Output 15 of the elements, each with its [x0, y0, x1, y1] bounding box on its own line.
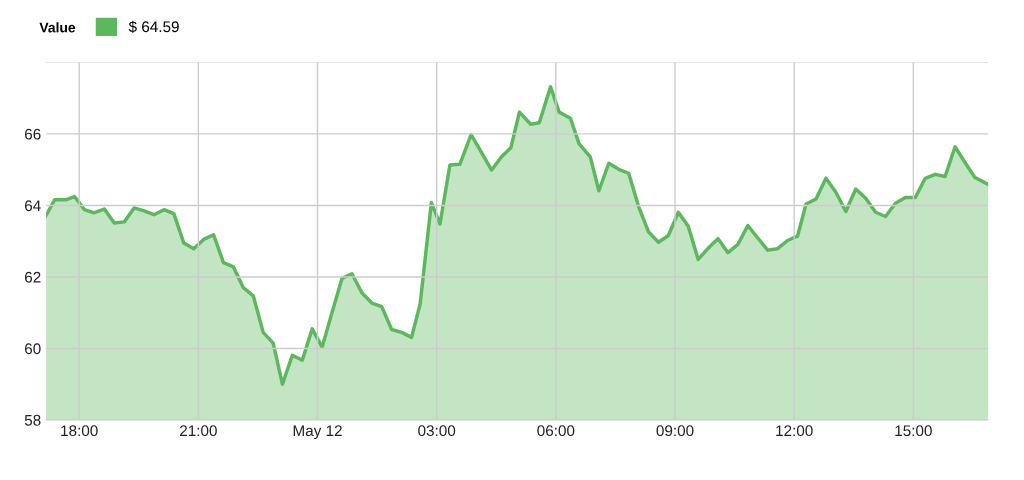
- x-tick-label: 09:00: [656, 425, 694, 437]
- legend-title: Value: [39, 22, 76, 33]
- y-tick-label: 64: [25, 200, 41, 212]
- x-tick-label: 12:00: [776, 425, 813, 437]
- x-tick-label: May 12: [293, 425, 342, 440]
- x-tick-label: 18:00: [61, 425, 98, 437]
- x-tick-label: 15:00: [895, 425, 932, 437]
- x-tick-label: 03:00: [418, 425, 456, 437]
- y-tick-label: 62: [25, 271, 41, 283]
- legend-label: $ 64.59: [128, 20, 179, 34]
- y-tick-label: 66: [25, 128, 41, 140]
- x-tick-label: 21:00: [180, 425, 217, 437]
- y-tick-label: 58: [24, 414, 41, 426]
- y-tick-label: 60: [25, 343, 41, 355]
- x-tick-label: 06:00: [537, 425, 575, 437]
